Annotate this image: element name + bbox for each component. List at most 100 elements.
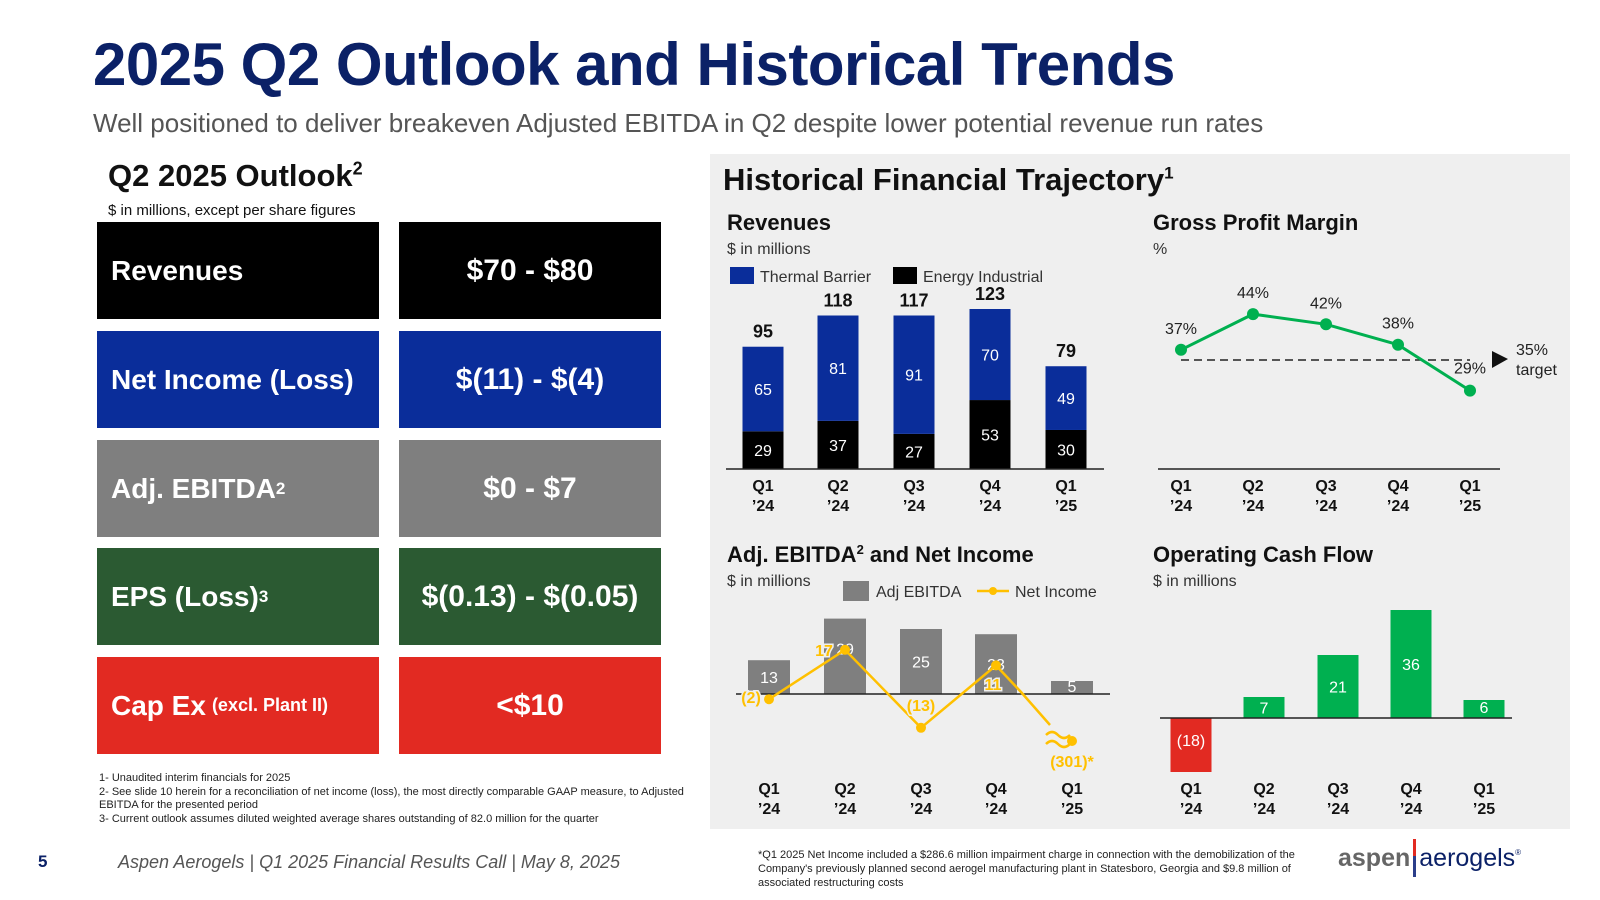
data-label: 13: [760, 670, 778, 687]
x-tick-label: Q3: [910, 781, 931, 798]
target-label: 35%: [1516, 342, 1548, 359]
target-label: target: [1516, 362, 1557, 379]
chart-title-text: Operating Cash Flow: [1153, 542, 1374, 567]
bar-energy-industrial: [817, 420, 859, 469]
x-tick-label: Q1: [1061, 781, 1082, 798]
net-income-label: 17: [815, 643, 833, 660]
chart-title-sup: 2: [857, 542, 864, 557]
net-income-point: [1067, 736, 1077, 746]
outlook-row-revenues: Revenues $70 - $80: [97, 222, 661, 319]
bar-energy-industrial: [1045, 429, 1087, 469]
outlook-label-text: Net Income (Loss): [111, 363, 354, 395]
bar-thermal-barrier: [1045, 366, 1087, 430]
chart-subtitle: $ in millions: [1153, 573, 1237, 590]
legend-swatch-thermal: [730, 267, 754, 284]
chart-title: Adj. EBITDA2 and Net Income: [727, 542, 1034, 567]
total-label: 117: [899, 291, 928, 311]
outlook-row-eps: EPS (Loss) 3 $(0.13) - $(0.05): [97, 548, 661, 645]
bar-ocf-positive: [1243, 697, 1285, 718]
chart-subtitle: $ in millions: [727, 573, 811, 590]
net-income-label: (2): [741, 690, 761, 707]
panel-title: Historical Financial Trajectory1: [723, 162, 1174, 198]
x-tick-label: Q1: [1180, 781, 1201, 798]
bar-thermal-barrier: [817, 315, 859, 421]
x-tick-label: Q4: [1400, 781, 1421, 798]
x-tick-label: Q2: [1253, 781, 1274, 798]
legend-marker-net-income: [989, 587, 997, 595]
gpm-point: [1464, 384, 1476, 397]
data-label: 21: [1329, 680, 1347, 697]
data-label: 5: [1068, 679, 1077, 696]
x-tick-label: Q4: [985, 781, 1006, 798]
data-label: 65: [754, 382, 772, 399]
data-label: 38%: [1382, 316, 1414, 333]
bar-adj-ebitda: [748, 660, 790, 694]
logo-registered-mark: ®: [1515, 848, 1522, 857]
outlook-value: $(0.13) - $(0.05): [399, 548, 661, 645]
x-tick-label: ’24: [827, 498, 849, 515]
data-label: (18): [1177, 733, 1205, 750]
outlook-footnotes: 1- Unaudited interim financials for 2025…: [99, 772, 689, 826]
outlook-heading: Q2 2025 Outlook2: [108, 158, 363, 194]
x-tick-label: Q3: [1315, 478, 1336, 495]
data-label: 91: [905, 368, 923, 385]
outlook-label-sup: 2: [275, 478, 286, 498]
data-label: 44%: [1237, 285, 1269, 302]
net-income-label: 11: [985, 677, 1002, 694]
x-tick-label: Q3: [1327, 781, 1348, 798]
legend-label: Energy Industrial: [923, 269, 1043, 286]
x-tick-label: Q2: [1242, 478, 1263, 495]
data-label: 70: [981, 348, 999, 365]
data-label: 6: [1480, 700, 1489, 717]
legend-swatch-energy: [893, 267, 917, 284]
x-tick-label: Q4: [979, 478, 1000, 495]
chart-title-text: Adj. EBITDA: [727, 542, 857, 567]
outlook-value: $70 - $80: [399, 222, 661, 319]
outlook-row-adj-ebitda: Adj. EBITDA 2 $0 - $7: [97, 440, 661, 537]
x-tick-label: ’24: [1253, 801, 1275, 818]
gpm-point: [1320, 318, 1332, 331]
data-label: 36: [1402, 657, 1420, 674]
outlook-heading-sup: 2: [352, 158, 363, 179]
bar-adj-ebitda: [900, 629, 942, 694]
data-label: 37: [829, 438, 847, 455]
page-subtitle: Well positioned to deliver breakeven Adj…: [93, 108, 1264, 138]
panel-title-text: Historical Financial Trajectory: [723, 162, 1165, 197]
chart-title-text: Gross Profit Margin: [1153, 210, 1358, 235]
x-tick-label: ’24: [758, 801, 780, 818]
outlook-value: <$10: [399, 657, 661, 754]
footer-text: Aspen Aerogels | Q1 2025 Financial Resul…: [118, 852, 620, 872]
x-tick-label: Q2: [834, 781, 855, 798]
net-income-line: [768, 648, 1051, 730]
x-tick-label: ’24: [1170, 498, 1192, 515]
net-income-point: [916, 722, 926, 733]
chart-subtitle: %: [1153, 241, 1167, 258]
net-income-point: [991, 660, 1001, 671]
net-income-label: (301)*: [1050, 754, 1094, 771]
data-label: 25: [912, 655, 930, 672]
outlook-units: $ in millions, except per share figures: [108, 202, 356, 219]
legend-label: Net Income: [1015, 584, 1097, 601]
axis-break-icon: [1045, 739, 1071, 749]
total-label: 95: [753, 322, 773, 342]
footnote: 2- See slide 10 herein for a reconciliat…: [99, 785, 684, 812]
x-tick-label: Q1: [752, 478, 773, 495]
x-tick-label: ’25: [1061, 801, 1083, 818]
net-income-point: [764, 694, 774, 705]
net-income-label: (13): [907, 698, 935, 715]
gpm-point: [1247, 308, 1259, 321]
data-label: 42%: [1310, 295, 1342, 312]
outlook-label-text: Cap Ex: [111, 689, 206, 721]
bar-energy-industrial: [969, 400, 1011, 469]
outlook-value: $0 - $7: [399, 440, 661, 537]
outlook-label: Net Income (Loss): [97, 331, 379, 428]
bar-thermal-barrier: [969, 309, 1011, 401]
logo-text-right: aerogels: [1419, 843, 1516, 872]
bar-ocf-positive: [1317, 655, 1359, 718]
logo-text-left: aspen: [1338, 843, 1411, 872]
x-tick-label: Q1: [1170, 478, 1191, 495]
outlook-row-capex: Cap Ex (excl. Plant II) <$10: [97, 657, 661, 754]
x-tick-label: ’24: [1327, 801, 1349, 818]
chart-title-text: Revenues: [727, 210, 831, 235]
legend-swatch-adj-ebitda: [843, 581, 869, 601]
